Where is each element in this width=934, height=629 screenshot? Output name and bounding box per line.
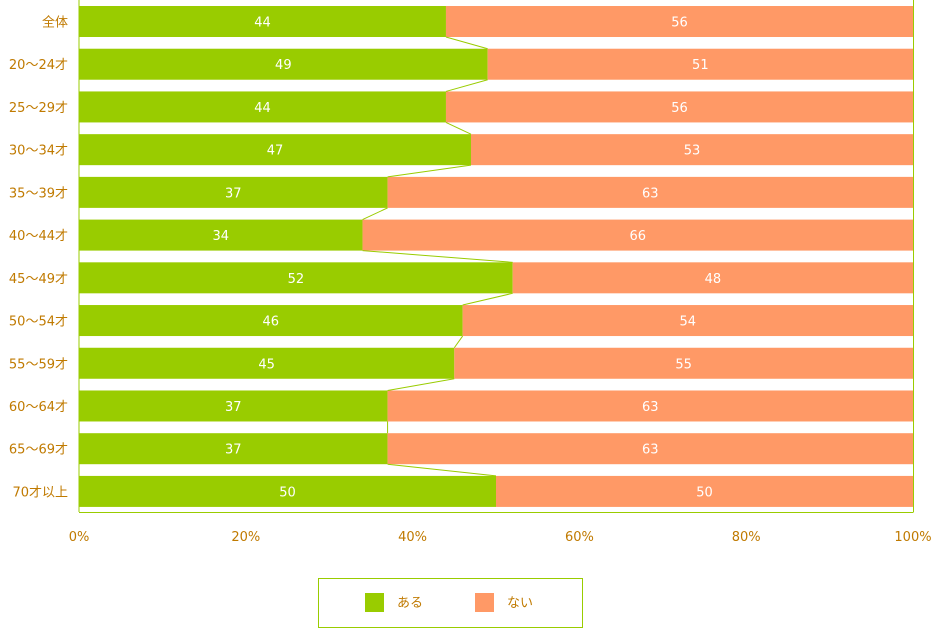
category-label: 30～34才	[9, 144, 68, 159]
x-tick-label: 0%	[69, 530, 90, 545]
data-label-aru: 50	[279, 485, 296, 500]
connector-line	[445, 121, 472, 135]
data-label-aru: 46	[263, 315, 280, 330]
bar-nai	[445, 6, 913, 37]
bar-nai	[387, 176, 914, 208]
bar-nai	[362, 219, 913, 251]
data-label-aru: 49	[275, 58, 292, 73]
data-label-nai: 50	[696, 485, 713, 500]
legend-box	[318, 578, 583, 628]
category-labels: 全体 20～24才 25～29才 30～34才 35～39才 40～44才 45～49才 50…	[9, 15, 68, 501]
legend: ある ない	[318, 578, 583, 628]
category-label: 50～54才	[9, 315, 68, 330]
x-tick-label: 80%	[732, 530, 761, 545]
bar-aru	[79, 390, 388, 422]
connector-line	[462, 292, 513, 306]
connector-line	[387, 164, 472, 178]
connector-line	[453, 335, 464, 349]
data-label-nai: 53	[684, 144, 701, 159]
data-label-aru: 37	[225, 186, 242, 201]
bar-aru	[79, 6, 446, 37]
data-label-aru: 37	[225, 400, 242, 415]
bar-value-labels: 44 56 49 51 44 56 47 53 37 63 34 66 52 48 46 54 45 55 37 63…	[213, 16, 722, 501]
data-label-nai: 56	[671, 101, 688, 116]
connector-line	[387, 378, 455, 391]
data-label-aru: 44	[254, 16, 271, 31]
data-label-nai: 63	[642, 443, 659, 458]
connector-line	[362, 250, 513, 263]
legend-label-aru: ある	[397, 596, 423, 611]
bar-aru	[79, 433, 388, 465]
bar-nai	[470, 134, 913, 166]
bar-nai	[487, 48, 913, 80]
x-tick-label: 60%	[565, 530, 594, 545]
data-label-aru: 44	[254, 101, 271, 116]
category-label: 45～49才	[9, 272, 68, 287]
bar-aru	[79, 48, 488, 80]
data-label-nai: 55	[675, 357, 692, 372]
data-label-nai: 63	[642, 400, 659, 415]
x-axis-ticks: 0% 20% 40% 60% 80% 100%	[69, 530, 932, 545]
bar-aru	[79, 91, 446, 123]
category-label: 65～69才	[9, 443, 68, 458]
data-label-aru: 34	[213, 229, 230, 244]
category-label: 60～64才	[9, 400, 68, 415]
data-label-aru: 45	[258, 357, 275, 372]
connector-line	[445, 36, 488, 50]
category-label: 25～29才	[9, 101, 68, 116]
data-label-nai: 51	[692, 58, 709, 73]
bar-aru	[79, 134, 471, 166]
bar-aru	[79, 347, 455, 379]
bar-nai	[454, 347, 913, 379]
bar-nai	[496, 475, 913, 507]
x-tick-label: 100%	[894, 530, 931, 545]
category-label: 35～39才	[9, 186, 68, 201]
bar-aru	[79, 219, 363, 251]
x-tick-label: 40%	[398, 530, 427, 545]
data-label-aru: 47	[267, 144, 284, 159]
connector-lines	[362, 36, 513, 477]
legend-swatch-nai	[475, 593, 494, 612]
category-label: 70才以上	[12, 485, 68, 500]
category-label: 40～44才	[9, 229, 68, 244]
bar-aru	[79, 305, 463, 337]
x-tick-label: 20%	[231, 530, 260, 545]
bar-nai	[445, 91, 913, 123]
bar-nai	[512, 262, 913, 294]
bar-aru	[79, 475, 496, 507]
bar-nai	[387, 433, 914, 465]
data-label-nai: 66	[630, 229, 647, 244]
data-label-nai: 48	[705, 272, 722, 287]
bar-nai	[387, 390, 914, 422]
category-label: 全体	[42, 15, 68, 31]
data-label-nai: 63	[642, 186, 659, 201]
category-label: 20～24才	[9, 58, 68, 73]
connector-line	[362, 207, 388, 221]
data-label-aru: 52	[288, 272, 305, 287]
data-label-aru: 37	[225, 443, 242, 458]
data-label-nai: 56	[671, 16, 688, 31]
legend-swatch-aru	[365, 593, 384, 612]
legend-label-nai: ない	[507, 596, 533, 611]
bar-nai	[462, 305, 913, 337]
category-label: 55～59才	[9, 357, 68, 372]
bar-aru	[79, 262, 513, 294]
connector-line	[387, 463, 497, 477]
connector-line	[445, 79, 488, 92]
bar-aru	[79, 176, 388, 208]
bars-group	[79, 6, 914, 507]
data-label-nai: 54	[680, 315, 697, 330]
